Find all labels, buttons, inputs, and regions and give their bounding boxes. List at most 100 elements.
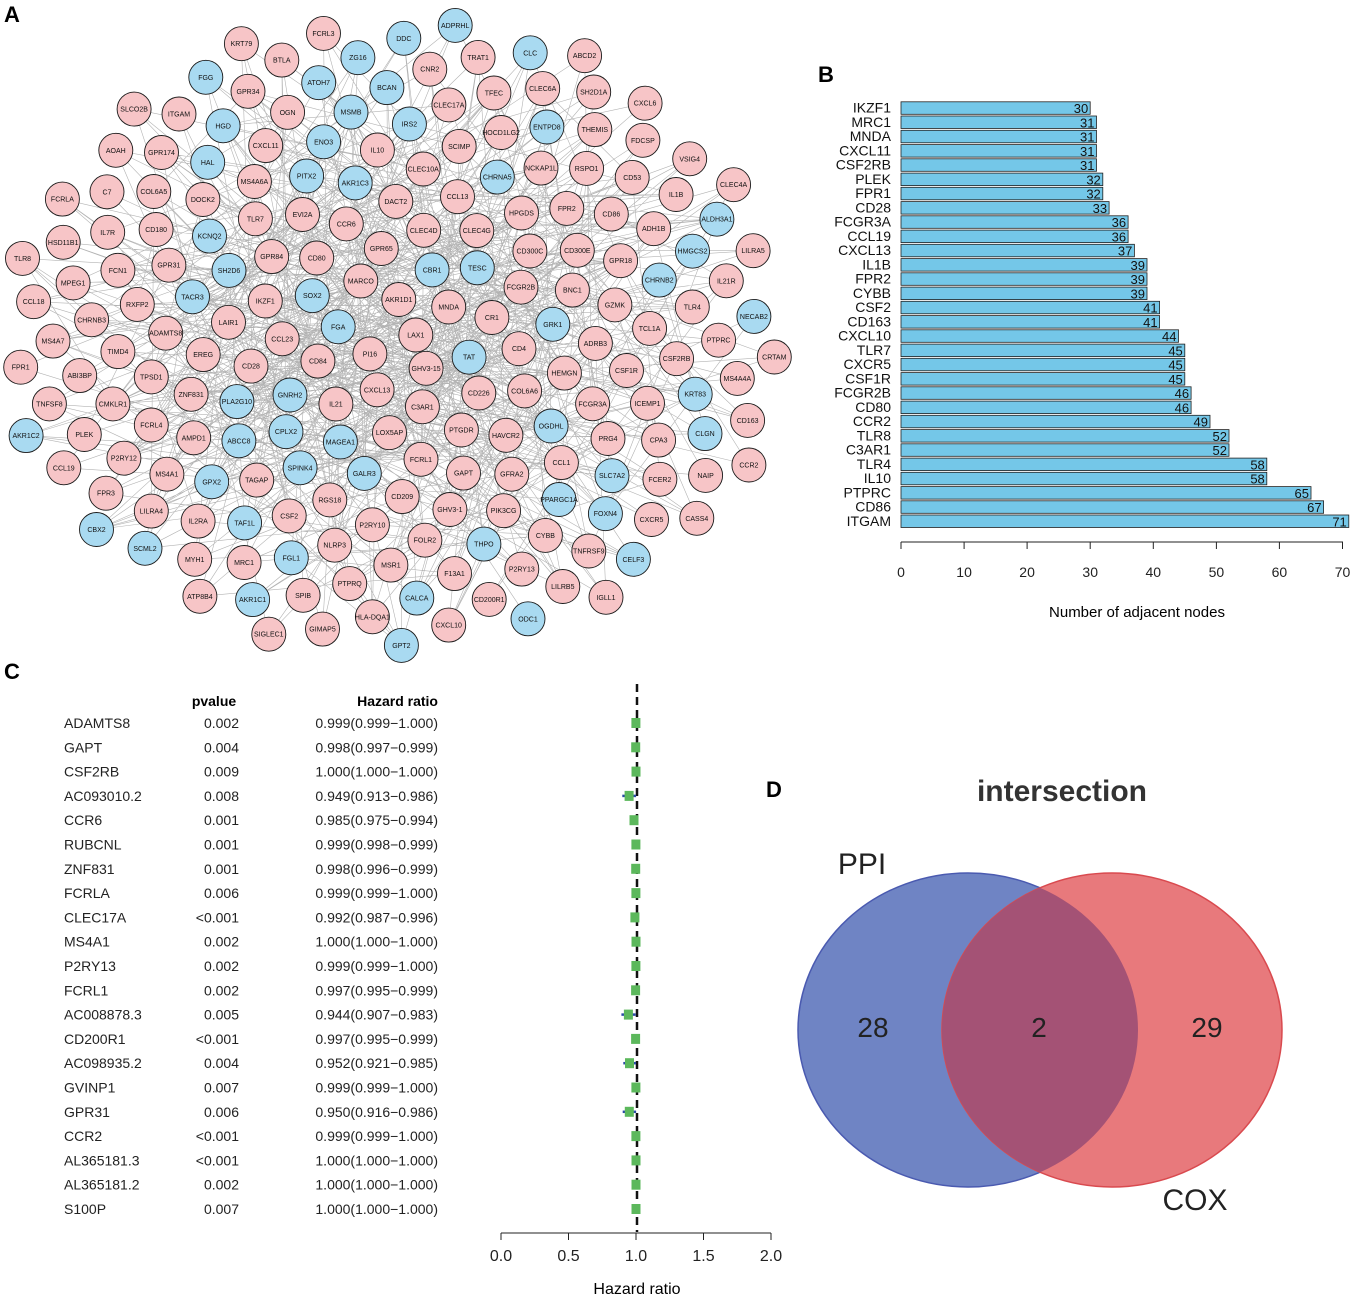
network-node-label: P2RY13 [509,567,535,574]
forest-pvalue: 0.004 [204,1055,239,1071]
network-node-label: PI16 [363,351,378,358]
bar-category-label: IKZF1 [853,100,891,116]
forest-pvalue: 0.005 [204,1007,239,1023]
network-node-circle [687,416,723,452]
network-node: CD226 [461,375,497,411]
forest-x-axis-title: Hazard ratio [593,1281,680,1298]
network-node-label: ITGAM [168,112,190,119]
forest-row: CD200R1 <0.001 0.997(0.995−0.999) [64,1031,438,1047]
bar [900,115,1097,129]
network-node-circle [615,541,651,577]
bar-category-label: PTPRC [844,484,891,500]
network-node: TCL1A [632,310,668,346]
network-node-label: KRT79 [231,41,253,48]
forest-hr-text: 1.000(1.000−1.000) [315,934,438,950]
network-node: NAIP [688,457,724,493]
network-node-label: AOAH [106,148,126,155]
network-node-label: FGL1 [283,555,301,562]
network-node-circle [306,15,341,51]
panel-label-a: A [4,2,20,27]
network-node: CBR1 [414,252,450,288]
network-node-circle [46,450,82,486]
forest-gene-label: CD200R1 [64,1031,126,1047]
network-node-circle [609,353,644,388]
network-node-circle [446,455,481,491]
panel-label-b: B [818,62,834,87]
forest-gene-label: GPR31 [64,1104,110,1120]
network-node: CLEC17A [431,87,467,123]
network-node: FGG [188,59,224,95]
network-node-label: AKR1C3 [342,180,369,187]
network-node-label: MPEG1 [61,280,86,287]
bar-value-label: 39 [1131,286,1145,301]
forest-point [631,1155,641,1166]
network-node-circle [431,289,467,325]
network-node-circle [300,343,336,379]
network-node-label: RSPO1 [575,166,599,173]
network-node-label: ADAMTS8 [149,331,182,338]
forest-gene-label: GAPT [64,739,103,755]
network-node-circle [95,386,131,422]
network-node: GPR65 [363,231,399,266]
network-node: MS4A7 [35,323,71,359]
forest-row: CLEC17A <0.001 0.992(0.987−0.996) [64,909,438,925]
network-node: SLC7A2 [594,458,630,494]
network-node: F13A1 [437,556,472,592]
network-node-circle [322,424,358,460]
network-node-circle [138,212,174,247]
bar-category-label: CD163 [847,313,891,329]
network-nodes: LAX1 PI16 AKR1D1 GHV3-15 FGA MNDA CXCL13 MARCO T… [3,7,792,663]
network-node: GHV3-15 [408,350,444,386]
network-node: DOCK2 [185,182,221,217]
network-node-circle [675,233,710,269]
forest-gene-label: AC008878.3 [64,1007,142,1023]
network-node: PTPRC [701,322,737,358]
network-node-circle [133,407,169,443]
network-node-circle [677,376,713,412]
network-node-label: MRC1 [234,560,254,567]
network-node: CD200R1 [471,581,507,617]
bar-category-label: CXCL13 [838,242,891,258]
pvalue-header: pvalue [192,693,237,709]
network-node-label: TAF1L [234,520,255,527]
network-node-circle [658,177,694,212]
venn-count-overlap: 2 [1031,1012,1047,1043]
network-node: MS4A6A [236,164,272,199]
bar-value-label: 46 [1175,400,1189,415]
bar-category-label: FPR2 [855,271,891,287]
forest-row: FCRLA 0.006 0.999(0.999−1.000) [64,885,438,901]
forest-hr-text: 0.998(0.996−0.999) [315,861,438,877]
forest-point [625,1058,634,1069]
network-node-label: CD4 [512,346,526,353]
network-node-circle [273,540,309,576]
network-node: GPX2 [194,464,230,500]
network-node-label: IKZF1 [256,299,275,306]
forest-hr-text: 0.997(0.995−0.999) [315,982,438,998]
network-node: GPR34 [230,73,266,109]
network-node-circle [679,500,715,536]
network-node-label: NLRP3 [323,543,346,550]
forest-gene-label: AL365181.3 [64,1152,140,1168]
network-node-label: KRT83 [684,392,706,399]
network-node-label: LAIR1 [219,320,239,327]
bar-x-tick-label: 70 [1335,564,1351,580]
network-node: ADH1B [636,211,672,247]
network-node: FOXN4 [587,496,623,532]
network-node-label: CCL1 [552,460,570,467]
forest-row: AC093010.2 0.008 0.949(0.913−0.986) [64,788,438,804]
bar-value-label: 49 [1194,415,1208,430]
bar [900,471,1268,486]
network-node-circle [483,115,519,150]
forest-hr-text: 0.999(0.999−1.000) [315,1128,438,1144]
network-node-label: GPR18 [609,258,632,265]
network-node: TESC [459,250,495,286]
network-node-circle [268,414,304,450]
forest-point [629,815,639,826]
network-node-label: FPR3 [97,491,115,498]
bar-category-label: CCL19 [847,228,891,244]
network-node-circle [363,231,399,266]
forest-gene-label: CLEC17A [64,909,127,925]
bar [900,429,1230,443]
network-node-label: C7 [103,189,112,196]
network-node-label: MSR1 [381,563,401,570]
